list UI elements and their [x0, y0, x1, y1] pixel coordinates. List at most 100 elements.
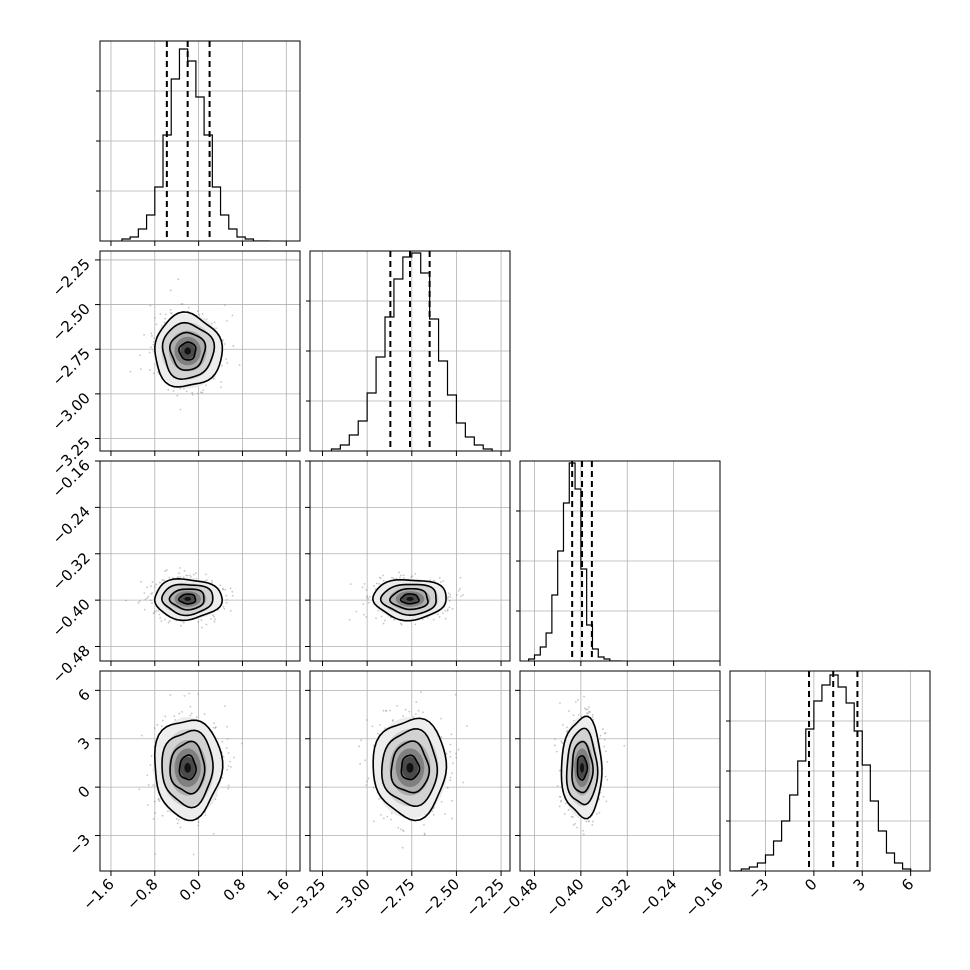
sample-point	[169, 694, 172, 696]
sample-point	[455, 752, 457, 755]
sample-point	[399, 574, 402, 577]
sample-point	[458, 587, 461, 590]
sample-point	[365, 784, 368, 787]
x-tick-label: 6	[898, 875, 917, 894]
sample-point	[603, 732, 606, 735]
contour-line	[161, 321, 216, 380]
sample-point	[366, 780, 369, 783]
sample-point	[455, 593, 458, 596]
sample-point	[164, 570, 167, 573]
x-tick-label: −0.8	[123, 875, 161, 913]
scatter-panel-0-3	[95, 670, 301, 876]
sample-point	[205, 384, 207, 387]
sample-point	[384, 727, 386, 730]
sample-point	[576, 826, 579, 829]
sample-point	[200, 391, 202, 394]
sample-point	[139, 354, 141, 357]
sample-point	[146, 597, 148, 600]
sample-point	[582, 829, 584, 832]
sample-point	[388, 709, 391, 712]
sample-point	[449, 755, 452, 758]
sample-point	[190, 712, 193, 715]
sample-point	[414, 713, 417, 715]
sample-point	[168, 620, 171, 622]
sample-point	[160, 725, 163, 728]
sample-point	[604, 750, 607, 753]
sample-point	[149, 599, 152, 602]
sample-point	[366, 719, 368, 721]
sample-point	[223, 304, 226, 307]
sample-point	[558, 795, 561, 798]
sample-point	[583, 695, 585, 698]
sample-point	[215, 327, 218, 330]
x-tick-label: 0.0	[176, 875, 206, 905]
sample-point	[179, 387, 182, 390]
sample-point	[139, 368, 142, 370]
sample-point	[450, 733, 453, 736]
sample-point	[163, 579, 165, 582]
sample-point	[567, 809, 570, 812]
sample-point	[553, 744, 556, 747]
sample-point	[148, 351, 151, 354]
sample-point	[138, 788, 141, 791]
sample-point	[183, 569, 186, 572]
sample-point	[440, 717, 443, 720]
sample-point	[159, 313, 162, 315]
sample-point	[376, 732, 379, 735]
y-tick-label: 6	[74, 685, 93, 704]
contour-line	[371, 578, 447, 622]
sample-point	[442, 580, 445, 582]
sample-point	[582, 833, 585, 835]
sample-point	[230, 766, 232, 768]
sample-point	[360, 739, 363, 742]
sample-point	[451, 608, 454, 610]
sample-point	[147, 784, 150, 786]
sample-point	[380, 813, 382, 816]
sample-point	[231, 590, 234, 593]
sample-point	[584, 707, 586, 710]
sample-point	[400, 622, 402, 625]
contour-line	[571, 740, 594, 794]
sample-point	[440, 736, 443, 739]
sample-point	[154, 317, 156, 319]
sample-point	[602, 795, 605, 798]
sample-point	[222, 587, 224, 590]
axes-frame	[729, 670, 931, 872]
scatter-panel-1-2	[305, 460, 511, 666]
sample-point	[421, 618, 424, 621]
sample-point	[166, 810, 169, 813]
sample-point	[177, 278, 180, 281]
contour-line	[161, 729, 214, 809]
hist-panel-2	[516, 460, 721, 666]
sample-point	[160, 620, 163, 622]
sample-point	[560, 740, 563, 743]
sample-point	[452, 762, 454, 765]
sample-point	[191, 391, 194, 394]
x-tick-label: −2.75	[373, 875, 418, 920]
hist-panel-0	[96, 40, 301, 246]
sample-point	[231, 314, 234, 317]
sample-point	[415, 701, 418, 703]
sample-point	[225, 358, 228, 360]
axes-frame	[99, 460, 301, 662]
sample-point	[448, 606, 451, 609]
sample-point	[454, 693, 457, 696]
sample-point	[173, 715, 176, 717]
sample-point	[197, 621, 200, 623]
x-tick-label: −0.24	[635, 875, 680, 920]
y-tick-label: −3	[65, 831, 93, 859]
sample-point	[372, 744, 375, 747]
sample-point	[446, 609, 449, 612]
sample-point	[178, 572, 180, 575]
sample-point	[572, 824, 575, 826]
sample-point	[197, 693, 200, 696]
sample-point	[177, 576, 179, 579]
sample-point	[212, 726, 215, 729]
sample-point	[378, 576, 381, 579]
sample-point	[181, 710, 184, 713]
sample-point	[462, 594, 464, 596]
sample-point	[447, 592, 450, 595]
sample-point	[182, 621, 185, 624]
sample-point	[179, 826, 182, 829]
